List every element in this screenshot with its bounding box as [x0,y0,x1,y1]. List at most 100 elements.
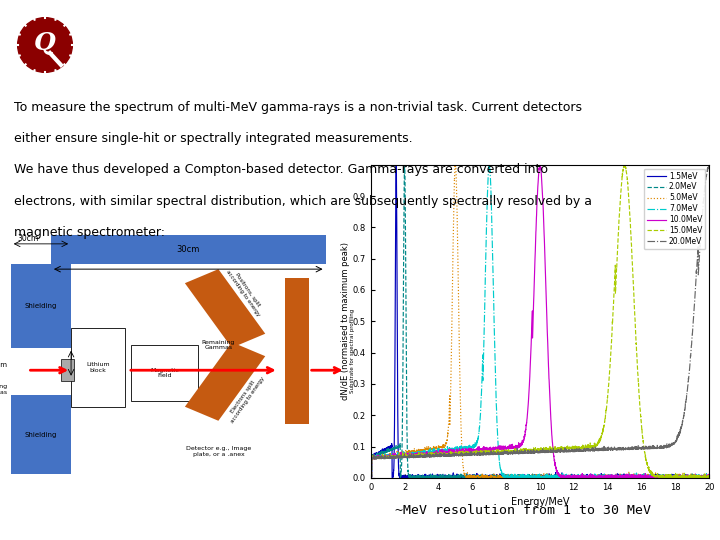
10.0MeV [536,161,544,168]
1.5MeV [511,474,520,481]
20.0MeV [426,450,434,457]
10.0MeV [705,474,714,480]
7.0MeV [705,472,714,479]
15.0MeV [698,475,707,481]
1.5MeV [405,474,414,481]
Bar [285,278,309,423]
2.0MeV [400,161,409,168]
2.0MeV [698,472,707,479]
Text: Measuring the gamma-ray spectrum: Measuring the gamma-ray spectrum [188,34,672,58]
2.0MeV [366,474,375,481]
Text: Shielding: Shielding [24,432,57,438]
15.0MeV [662,474,670,481]
10.0MeV [576,475,585,481]
10.0MeV [405,451,414,458]
20.0MeV [705,163,714,169]
5.0MeV [662,474,670,480]
5.0MeV [366,474,375,481]
5.0MeV [698,474,707,481]
2.0MeV [426,474,434,480]
Circle shape [17,18,73,72]
10.0MeV [662,474,670,480]
5.0MeV [674,475,683,481]
X-axis label: Energy/MeV: Energy/MeV [510,497,570,507]
5.0MeV [705,475,714,481]
20.0MeV [662,443,670,450]
7.0MeV [405,451,414,457]
1.5MeV [392,161,400,168]
Text: Positrons, split
according to energy: Positrons, split according to energy [225,266,266,318]
7.0MeV [662,474,670,481]
5.0MeV [496,474,505,481]
Text: 2cm: 2cm [0,362,7,368]
Line: 2.0MeV: 2.0MeV [371,165,709,478]
7.0MeV [698,475,707,481]
7.0MeV [636,475,645,481]
Polygon shape [185,269,265,348]
7.0MeV [511,475,520,481]
7.0MeV [496,467,505,474]
Line: 10.0MeV: 10.0MeV [371,165,709,478]
Text: Substrate for spectral profiling: Substrate for spectral profiling [350,308,355,393]
2.0MeV [705,474,714,481]
Text: 30cm: 30cm [17,234,38,243]
15.0MeV [679,475,688,481]
15.0MeV [496,448,505,454]
10.0MeV [511,445,520,451]
Text: ~MeV resolution from 1 to 30 MeV: ~MeV resolution from 1 to 30 MeV [395,504,651,517]
Legend: 1.5MeV, 2.0MeV, 5.0MeV, 7.0MeV, 10.0MeV, 15.0MeV, 20.0MeV: 1.5MeV, 2.0MeV, 5.0MeV, 7.0MeV, 10.0MeV,… [644,168,706,249]
Line: 20.0MeV: 20.0MeV [371,165,709,477]
20.0MeV [698,208,707,214]
1.5MeV [497,474,505,481]
20.0MeV [405,453,414,460]
20.0MeV [511,450,520,456]
20.0MeV [366,474,375,481]
Bar [51,235,325,264]
15.0MeV [621,161,629,168]
Text: Queen's University: Queen's University [93,25,218,38]
7.0MeV [425,447,433,453]
Text: electrons, with similar spectral distribution, which are subsequently spectrally: electrons, with similar spectral distrib… [14,195,593,208]
Text: Remaining
Gammas: Remaining Gammas [202,340,235,350]
20.0MeV [704,161,713,168]
Y-axis label: dN/dE (normaised to maximum peak): dN/dE (normaised to maximum peak) [341,242,350,400]
Text: magnetic spectrometer:: magnetic spectrometer: [14,226,166,239]
Text: 30cm: 30cm [176,245,200,254]
Text: Belfast: Belfast [93,49,140,62]
20.0MeV [496,450,505,457]
5.0MeV [425,446,433,452]
7.0MeV [366,473,375,480]
Bar [71,328,125,407]
15.0MeV [425,452,433,458]
15.0MeV [511,447,520,454]
Line: 7.0MeV: 7.0MeV [371,165,709,478]
2.0MeV [511,474,520,480]
15.0MeV [705,475,714,481]
5.0MeV [511,475,520,481]
1.5MeV [662,474,670,480]
Text: Detector e.g., Image
plate, or a .anex: Detector e.g., Image plate, or a .anex [186,446,251,457]
1.5MeV [426,474,434,480]
Polygon shape [185,342,265,421]
5.0MeV [405,450,414,456]
20.0MeV [366,472,375,478]
15.0MeV [366,474,375,480]
Text: To measure the spectrum of multi-MeV gamma-rays is a non-trivial task. Current d: To measure the spectrum of multi-MeV gam… [14,101,582,114]
Line: 15.0MeV: 15.0MeV [371,165,709,478]
Text: Incoming
Gammas: Incoming Gammas [0,384,7,395]
Text: Electrons split
according to energy: Electrons split according to energy [225,373,266,424]
2.0MeV [662,474,670,481]
Text: Shielding: Shielding [24,302,57,309]
Bar [61,359,74,381]
15.0MeV [405,453,414,460]
7.0MeV [485,161,494,168]
1.5MeV [456,475,465,481]
10.0MeV [425,450,433,457]
1.5MeV [366,473,375,480]
10.0MeV [366,472,375,479]
Bar [11,264,71,348]
Bar [131,345,198,401]
Text: Q: Q [34,31,56,55]
Line: 5.0MeV: 5.0MeV [371,165,709,478]
5.0MeV [451,161,460,168]
